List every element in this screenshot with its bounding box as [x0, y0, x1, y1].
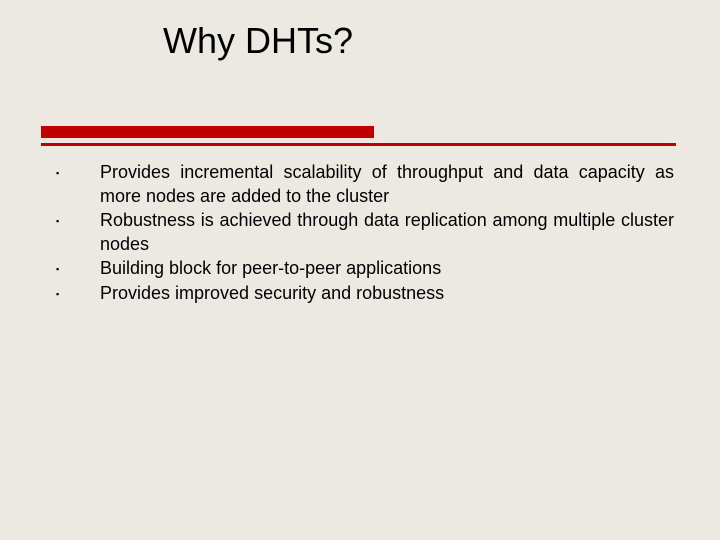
bullet-text: Robustness is achieved through data repl… [100, 208, 674, 256]
bullet-item: ▪Provides improved security and robustne… [56, 281, 674, 306]
bullet-marker-icon: ▪ [56, 208, 100, 233]
slide: Why DHTs? ▪Provides incremental scalabil… [0, 0, 720, 540]
bullet-text: Provides incremental scalability of thro… [100, 160, 674, 208]
bullet-list: ▪Provides incremental scalability of thr… [56, 160, 674, 306]
bullet-marker-icon: ▪ [56, 256, 100, 281]
bullet-item: ▪Provides incremental scalability of thr… [56, 160, 674, 208]
bullet-marker-icon: ▪ [56, 160, 100, 185]
accent-bar-thin [41, 143, 676, 146]
bullet-text: Provides improved security and robustnes… [100, 281, 674, 305]
bullet-marker-icon: ▪ [56, 281, 100, 306]
bullet-item: ▪Robustness is achieved through data rep… [56, 208, 674, 256]
accent-bar-thick [41, 126, 374, 138]
bullet-item: ▪Building block for peer-to-peer applica… [56, 256, 674, 281]
slide-title: Why DHTs? [163, 20, 353, 62]
bullet-text: Building block for peer-to-peer applicat… [100, 256, 674, 280]
